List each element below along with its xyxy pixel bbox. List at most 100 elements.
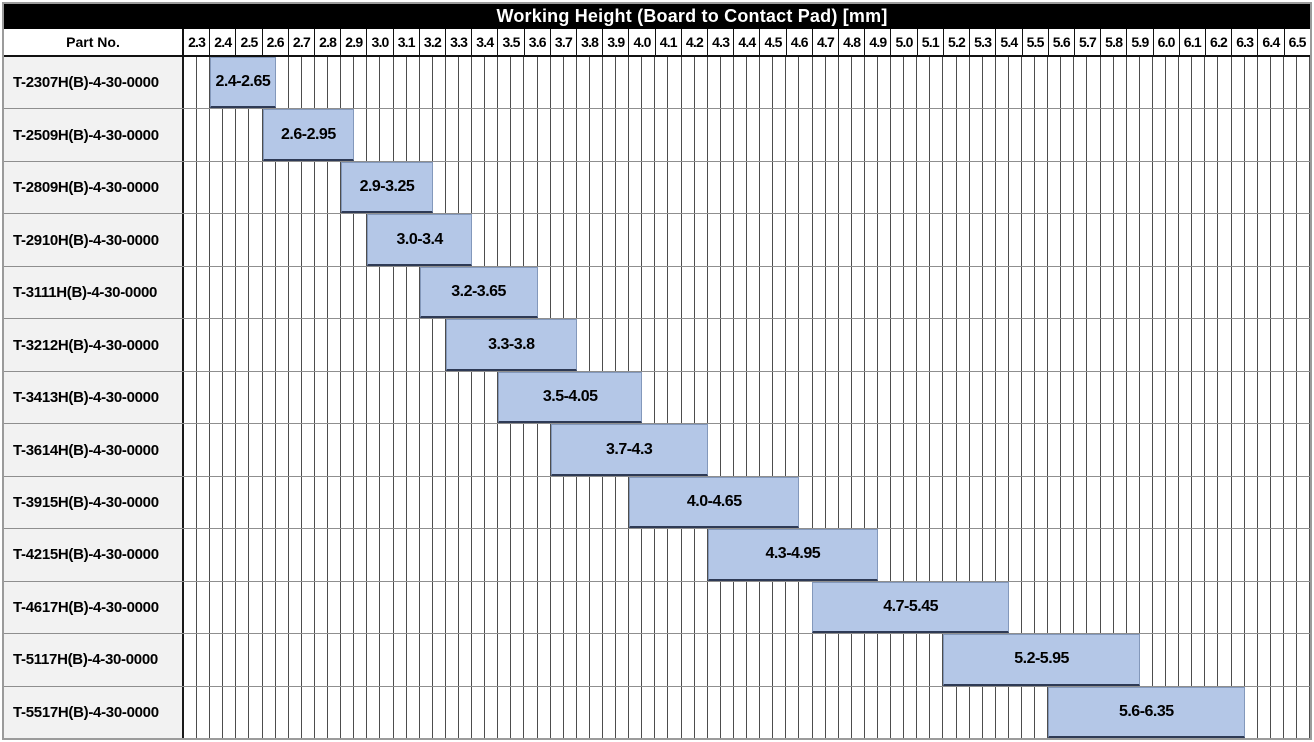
grid-minor-cell — [917, 57, 931, 109]
grid-minor-cell — [616, 319, 630, 371]
grid-minor-cell — [498, 161, 512, 214]
row-track: 3.3-3.8 — [184, 319, 1311, 371]
grid-minor-cell — [603, 161, 617, 214]
grid-minor-cell — [302, 686, 315, 739]
grid-minor-cell — [538, 476, 551, 529]
grid-minor-cell — [1101, 581, 1114, 634]
grid-minor-cell — [930, 634, 944, 686]
grid-minor-cell — [760, 371, 774, 424]
grid-minor-cell — [957, 57, 970, 109]
grid-minor-cell — [564, 161, 577, 214]
grid-minor-cell — [276, 266, 289, 319]
grid-minor-cell — [1218, 109, 1232, 161]
grid-minor-cell — [1205, 371, 1219, 424]
grid-minor-cell — [276, 581, 289, 634]
grid-minor-cell — [1087, 529, 1101, 581]
grid-minor-cell — [682, 266, 695, 319]
row-track: 3.7-4.3 — [184, 424, 1311, 476]
grid-minor-cell — [1179, 476, 1193, 529]
grid-minor-cell — [1074, 161, 1088, 214]
grid-minor-cell — [485, 161, 499, 214]
grid-minor-cell — [1087, 424, 1101, 476]
range-bar: 4.7-5.45 — [812, 581, 1009, 634]
grid-minor-cell — [1061, 319, 1075, 371]
grid-minor-cell — [590, 529, 603, 581]
grid-minor-cell — [904, 57, 918, 109]
grid-minor-cell — [1140, 476, 1153, 529]
grid-minor-cell — [1218, 529, 1232, 581]
grid-minor-cell — [263, 319, 276, 371]
grid-minor-cell — [485, 686, 499, 739]
grid-minor-cell — [249, 476, 263, 529]
grid-minor-cell — [826, 424, 839, 476]
grid-minor-cell — [249, 686, 263, 739]
grid-minor-cell — [184, 476, 198, 529]
grid-minor-cell — [1205, 581, 1219, 634]
grid-minor-cell — [184, 424, 198, 476]
grid-minor-cell — [498, 57, 512, 109]
grid-minor-cell — [524, 109, 538, 161]
grid-minor-cell — [943, 57, 957, 109]
grid-minor-cell — [826, 161, 839, 214]
axis-tick-label: 2.3 — [184, 29, 211, 55]
grid-minor-cell — [1022, 424, 1036, 476]
grid-minor-cell — [472, 109, 486, 161]
grid-minor-cell — [1127, 476, 1140, 529]
grid-minor-cell — [970, 371, 983, 424]
grid-minor-cell — [459, 634, 473, 686]
grid-minor-cell — [538, 109, 551, 161]
grid-minor-cell — [996, 371, 1009, 424]
grid-minor-cell — [1271, 686, 1284, 739]
grid-minor-cell — [184, 686, 198, 739]
grid-minor-cell — [380, 266, 394, 319]
grid-minor-cell — [799, 319, 813, 371]
header-row: Part No. 2.3 2.4 2.5 2.6 2.7 2.8 2.9 3.0 3.1 3.2 3… — [4, 29, 1310, 57]
grid-minor-cell — [1009, 214, 1022, 266]
grid-minor-cell — [747, 371, 761, 424]
axis-tick-label: 6.2 — [1206, 29, 1233, 55]
grid-minor-cell — [786, 161, 800, 214]
grid-minor-cell — [590, 581, 603, 634]
grid-minor-cell — [668, 581, 682, 634]
grid-minor-cell — [184, 634, 198, 686]
grid-minor-cell — [970, 424, 983, 476]
grid-minor-cell — [813, 319, 826, 371]
grid-minor-cell — [1232, 634, 1245, 686]
grid-minor-cell — [904, 214, 918, 266]
grid-minor-cell — [1218, 57, 1232, 109]
grid-minor-cell — [1271, 57, 1284, 109]
grid-minor-cell — [1218, 634, 1232, 686]
grid-minor-cell — [1035, 109, 1049, 161]
grid-minor-cell — [957, 476, 970, 529]
grid-minor-cell — [616, 161, 630, 214]
table-row: T-4617H(B)-4-30-0000 4.7-5.45 — [4, 581, 1311, 635]
grid-minor-cell — [223, 529, 237, 581]
grid-minor-cell — [957, 161, 970, 214]
row-track: 4.7-5.45 — [184, 581, 1311, 634]
table-row: T-3212H(B)-4-30-0000 3.3-3.8 — [4, 319, 1311, 372]
range-bar-label: 3.0-3.4 — [396, 230, 444, 248]
grid-minor-cell — [197, 634, 211, 686]
grid-minor-cell — [446, 529, 459, 581]
grid-minor-cell — [538, 424, 551, 476]
grid-minor-cell — [891, 57, 905, 109]
grid-minor-cell — [1114, 109, 1127, 161]
grid-minor-cell — [407, 266, 420, 319]
grid-minor-cell — [799, 109, 813, 161]
grid-minor-cell — [328, 529, 342, 581]
grid-minor-cell — [1245, 476, 1258, 529]
axis-tick-label: 4.4 — [734, 29, 761, 55]
grid-minor-cell — [263, 266, 276, 319]
grid-minor-cell — [420, 424, 433, 476]
grid-minor-cell — [708, 581, 721, 634]
grid-minor-cell — [1205, 529, 1219, 581]
axis-tick-label: 4.7 — [813, 29, 840, 55]
grid-minor-cell — [577, 161, 590, 214]
grid-minor-cell — [1179, 109, 1193, 161]
grid-minor-cell — [865, 634, 878, 686]
grid-minor-cell — [184, 319, 198, 371]
grid-minor-cell — [1205, 57, 1219, 109]
grid-minor-cell — [551, 634, 564, 686]
grid-minor-cell — [577, 109, 590, 161]
grid-minor-cell — [734, 634, 748, 686]
